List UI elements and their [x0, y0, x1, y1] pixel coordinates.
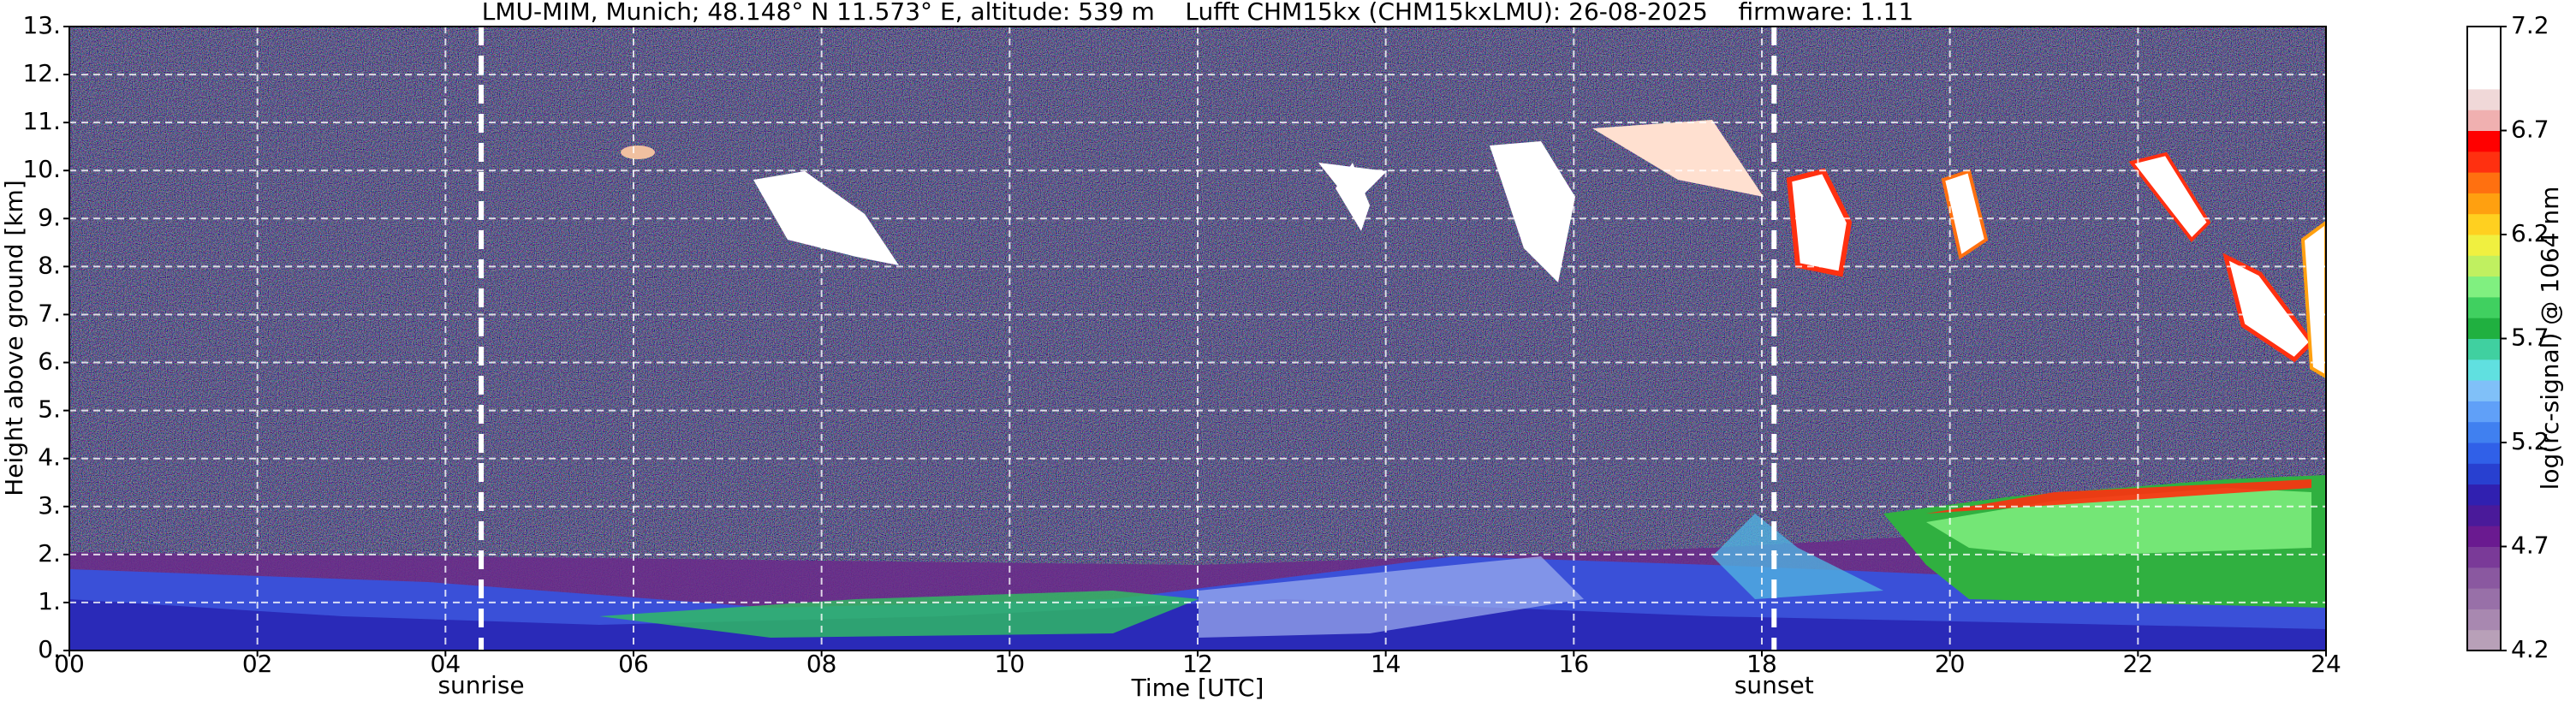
y-tick-label: 9.: [38, 203, 61, 231]
y-tick-label: 12.: [22, 59, 61, 87]
annotation-label: sunrise: [437, 671, 524, 699]
colorbar-segment: [2467, 213, 2501, 235]
colorbar-tick-label: 4.7: [2511, 532, 2549, 560]
y-tick-label: 3.: [38, 491, 61, 520]
colorbar-segment: [2467, 359, 2501, 381]
y-tick-label: 0.: [38, 635, 61, 663]
y-tick-label: 2.: [38, 539, 61, 567]
y-tick-label: 8.: [38, 251, 61, 279]
y-tick-label: 5.: [38, 395, 61, 424]
y-tick-label: 6.: [38, 348, 61, 376]
y-tick-label: 7.: [38, 299, 61, 327]
colorbar-segment: [2467, 68, 2501, 90]
colorbar-segment: [2467, 629, 2501, 651]
colorbar-segment: [2467, 318, 2501, 339]
colorbar-segment: [2467, 380, 2501, 401]
y-axis-label: Height above ground [km]: [0, 180, 28, 496]
colorbar-segment: [2467, 276, 2501, 298]
colorbar-segment: [2467, 526, 2501, 547]
colorbar-segment: [2467, 421, 2501, 443]
colorbar-segment: [2467, 88, 2501, 110]
colorbar-segment: [2467, 546, 2501, 568]
colorbar-tick-label: 6.7: [2511, 116, 2549, 144]
colorbar-segment: [2467, 255, 2501, 277]
y-tick-label: 13.: [22, 11, 61, 39]
annotation-label: sunset: [1734, 671, 1814, 699]
colorbar-tick-label: 4.2: [2511, 635, 2549, 663]
colorbar-segment: [2467, 338, 2501, 360]
y-tick-label: 10.: [22, 155, 61, 183]
y-tick-label: 11.: [22, 107, 61, 135]
colorbar-segment: [2467, 443, 2501, 464]
colorbar-segment: [2467, 130, 2501, 152]
colorbar-tick-label: 5.2: [2511, 427, 2549, 455]
colorbar-tick-label: 7.2: [2511, 11, 2549, 39]
colorbar-segment: [2467, 193, 2501, 215]
colorbar-tick-label: 5.7: [2511, 324, 2549, 352]
colorbar-segment: [2467, 27, 2501, 48]
colorbar-segment: [2467, 151, 2501, 173]
axes: 0.1.2.3.4.5.6.7.8.9.10.11.12.13.00 02 04 06…: [22, 11, 2549, 699]
colorbar-label: log(rc-signal) @ 1064 nm: [2536, 187, 2564, 490]
colorbar-segment: [2467, 463, 2501, 485]
y-tick-label: 4.: [38, 443, 61, 472]
colorbar-segment: [2467, 504, 2501, 526]
colorbar-segment: [2467, 588, 2501, 609]
chart-title: LMU-MIM, Munich; 48.148° N 11.573° E, al…: [482, 0, 1914, 26]
colorbar-segment: [2467, 47, 2501, 69]
y-tick-label: 1.: [38, 587, 61, 615]
plot-frame: [68, 26, 2327, 651]
colorbar-tick-label: 6.2: [2511, 219, 2549, 247]
colorbar-segment: [2467, 609, 2501, 631]
colorbar-segment: [2467, 401, 2501, 423]
colorbar-segment: [2467, 110, 2501, 131]
colorbar-segment: [2467, 235, 2501, 256]
colorbar-segment: [2467, 567, 2501, 589]
colorbar-segment: [2467, 484, 2501, 506]
x-axis-label: Time [UTC]: [1131, 674, 1264, 702]
colorbar-segment: [2467, 172, 2501, 193]
colorbar-segment: [2467, 296, 2501, 318]
